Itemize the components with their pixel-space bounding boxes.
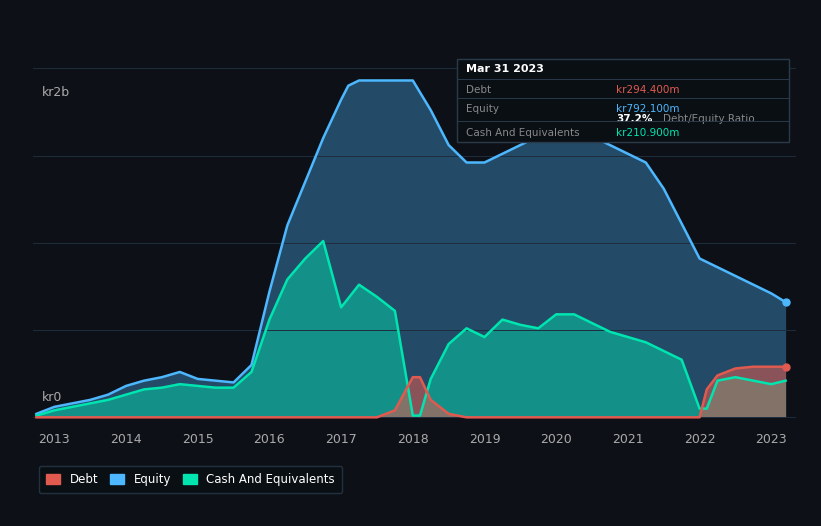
Text: Cash And Equivalents: Cash And Equivalents <box>466 128 580 138</box>
Text: Debt: Debt <box>466 85 491 96</box>
Text: kr210.900m: kr210.900m <box>616 128 680 138</box>
Text: Equity: Equity <box>466 104 499 114</box>
Text: 37.2%: 37.2% <box>616 114 653 124</box>
Text: kr294.400m: kr294.400m <box>616 85 680 96</box>
Text: Debt/Equity Ratio: Debt/Equity Ratio <box>663 114 755 124</box>
Text: Mar 31 2023: Mar 31 2023 <box>466 64 544 74</box>
Text: kr792.100m: kr792.100m <box>616 104 680 114</box>
Text: kr2b: kr2b <box>42 86 70 99</box>
Text: kr0: kr0 <box>42 391 62 404</box>
Legend: Debt, Equity, Cash And Equivalents: Debt, Equity, Cash And Equivalents <box>39 466 342 493</box>
Bar <box>456 59 789 142</box>
